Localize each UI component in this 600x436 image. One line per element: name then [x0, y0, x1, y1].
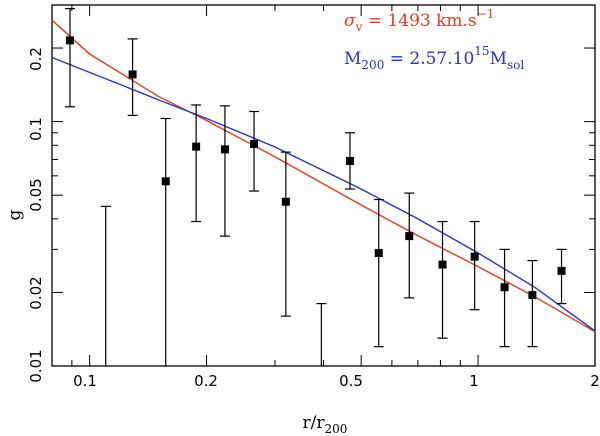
legend-entry-sigma: σv = 1493 km.s−1 — [344, 7, 494, 34]
x-axis-title: r/r200 — [303, 413, 348, 436]
x-tick-label: 1 — [469, 372, 479, 390]
data-point — [161, 177, 170, 186]
data-point — [557, 266, 566, 275]
data-point — [281, 197, 290, 206]
x-tick-label: 0.1 — [73, 372, 97, 390]
data-points — [65, 36, 566, 300]
legend-entry-mass: M200 = 2.57.1015Msol — [344, 44, 524, 72]
data-point — [220, 145, 229, 154]
legend: σv = 1493 km.s−1 M200 = 2.57.1015Msol — [344, 7, 524, 72]
x-tick-label: 0.2 — [194, 372, 218, 390]
x-tick-label: 0.5 — [339, 372, 363, 390]
y-tick-label: 0.1 — [27, 117, 45, 141]
data-point — [438, 260, 447, 269]
axis-ticks — [51, 4, 596, 367]
data-point — [65, 36, 74, 45]
x-tick-label: 2 — [590, 372, 600, 390]
mass-fit-curve — [51, 56, 596, 332]
error-bars — [64, 7, 567, 366]
data-point — [128, 70, 137, 79]
x-tick-labels: 0.1 0.2 0.5 1 2 — [73, 372, 600, 390]
y-axis-title: g — [5, 209, 25, 220]
y-tick-label: 0.05 — [27, 178, 45, 211]
data-point — [374, 248, 383, 257]
y-tick-label: 0.02 — [27, 276, 45, 309]
data-point — [500, 283, 509, 292]
fit-curves — [51, 19, 596, 333]
data-point — [345, 156, 354, 165]
data-point — [405, 232, 414, 241]
y-tick-label: 0.2 — [27, 47, 45, 71]
y-tick-label: 0.01 — [27, 349, 45, 382]
y-tick-labels: 0.01 0.02 0.05 0.1 0.2 — [27, 47, 45, 383]
data-point — [528, 291, 537, 300]
sigma-fit-curve — [51, 19, 596, 333]
data-point — [250, 139, 259, 148]
data-point — [470, 252, 479, 261]
data-point — [192, 142, 201, 151]
